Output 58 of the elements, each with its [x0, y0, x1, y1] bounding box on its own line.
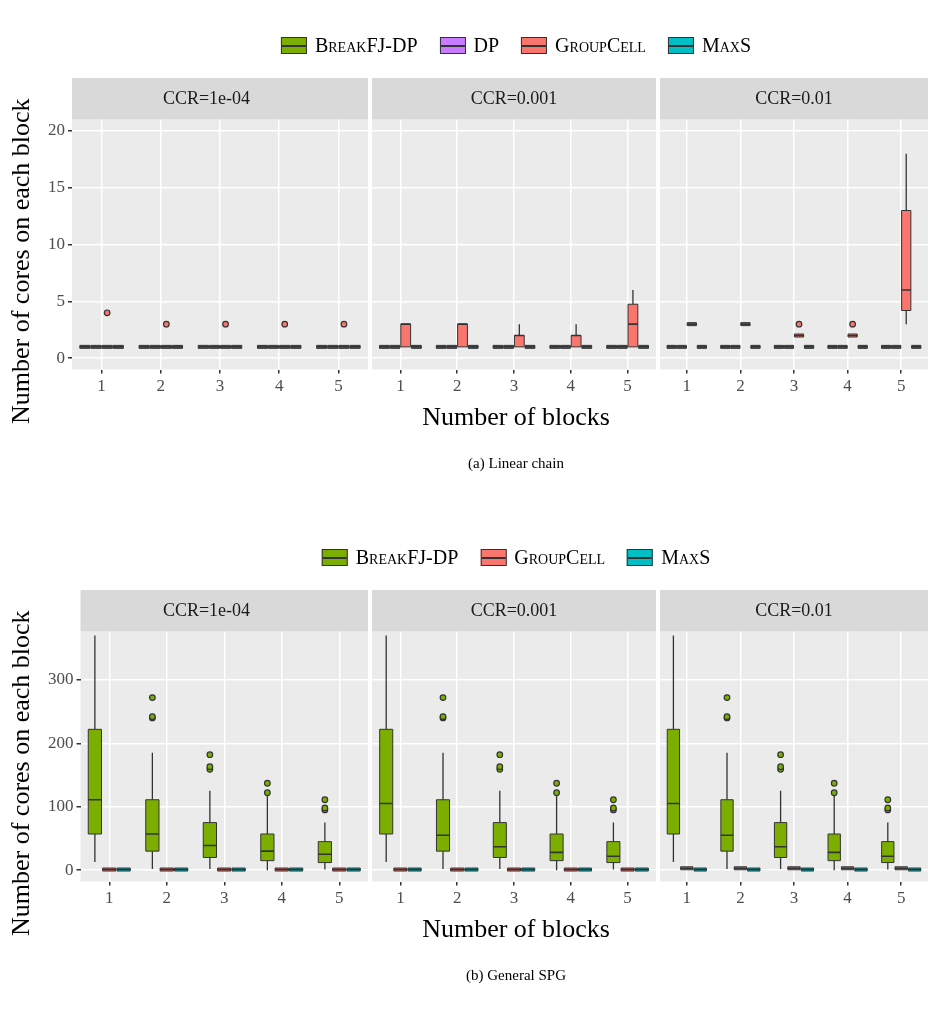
y-tick-label: 300: [48, 669, 74, 689]
legend-label: DP: [473, 34, 500, 57]
legend-label: MaxS: [701, 34, 752, 57]
legend-label: BreakFJ-DP: [314, 34, 418, 57]
y-axis-title: Number of cores on each block: [6, 98, 36, 424]
x-tick-label: 5: [623, 376, 632, 396]
x-tick-label: 3: [509, 376, 519, 396]
x-tick-label: 5: [623, 888, 632, 908]
x-tick-label: 1: [396, 376, 405, 396]
y-tick-label: 5: [56, 290, 65, 310]
y-tick-label: 20: [48, 120, 65, 140]
y-tick-label: 200: [48, 732, 74, 752]
x-axis-title: Number of blocks: [422, 402, 610, 432]
x-tick-label: 5: [334, 376, 343, 396]
legend-label: MaxS: [661, 546, 711, 569]
y-tick-label: 0: [56, 347, 65, 367]
chart-title: CCR=1e-04: [162, 599, 251, 620]
chart-title: CCR=0.01: [755, 87, 833, 108]
y-tick-label: 15: [48, 177, 65, 197]
x-tick-label: 3: [789, 376, 799, 396]
x-tick-label: 5: [896, 888, 906, 908]
x-tick-label: 4: [843, 376, 853, 396]
x-tick-label: 3: [789, 888, 799, 908]
x-tick-label: 2: [736, 888, 745, 908]
text: (a) Linear chain: [468, 455, 564, 472]
x-tick-label: 2: [156, 376, 166, 396]
x-tick-label: 2: [736, 376, 745, 396]
x-tick-label: 1: [396, 888, 405, 908]
x-tick-label: 3: [509, 888, 519, 908]
x-tick-label: 1: [97, 376, 106, 396]
text: (b) General SPG: [466, 967, 566, 984]
x-tick-label: 4: [843, 888, 853, 908]
y-tick-label: 0: [65, 859, 74, 879]
x-tick-label: 1: [682, 888, 692, 908]
x-tick-label: 4: [274, 376, 284, 396]
x-axis-title: Number of blocks: [422, 914, 610, 944]
x-tick-label: 3: [220, 888, 229, 908]
y-axis-title: Number of cores on each block: [6, 610, 36, 936]
x-tick-label: 1: [105, 888, 114, 908]
chart-title: CCR=0.01: [755, 599, 833, 620]
y-tick-label: 10: [48, 234, 65, 254]
legend-label: GroupCell: [555, 34, 646, 57]
y-tick-label: 100: [48, 796, 74, 816]
x-tick-label: 4: [566, 888, 576, 908]
x-tick-label: 2: [162, 888, 171, 908]
legend-label: GroupCell: [514, 546, 606, 569]
chart-title: CCR=0.001: [470, 599, 558, 620]
x-tick-label: 5: [896, 376, 906, 396]
legend-label: BreakFJ-DP: [355, 546, 459, 569]
x-tick-label: 4: [566, 376, 576, 396]
x-tick-label: 4: [277, 888, 287, 908]
chart-title: CCR=1e-04: [162, 87, 251, 108]
x-tick-label: 2: [452, 376, 462, 396]
x-tick-label: 3: [215, 376, 225, 396]
x-tick-label: 2: [452, 888, 462, 908]
x-tick-label: 1: [682, 376, 692, 396]
chart-title: CCR=0.001: [470, 87, 558, 108]
x-tick-label: 5: [335, 888, 344, 908]
